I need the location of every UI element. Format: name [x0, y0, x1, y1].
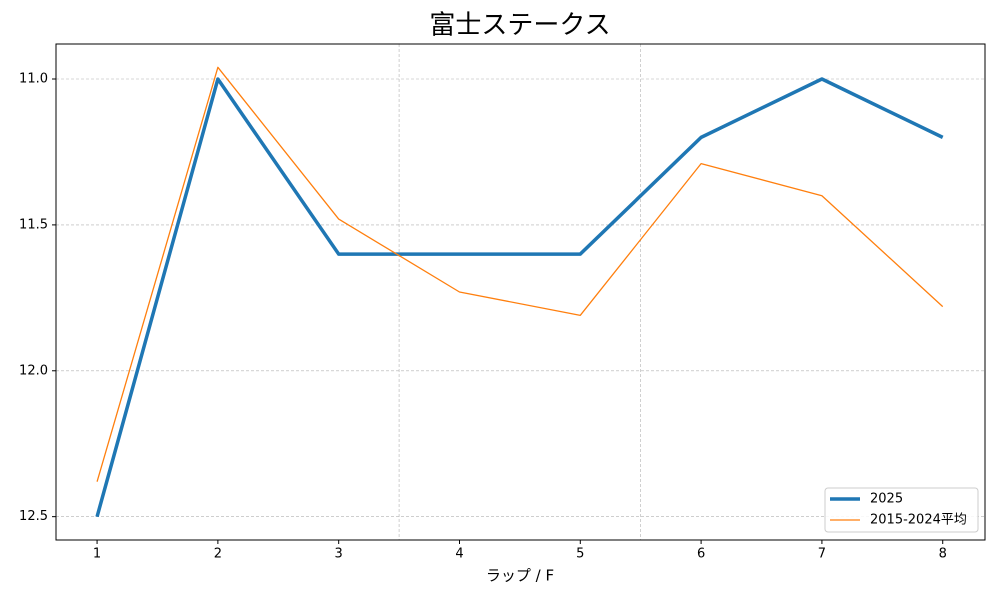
plot-frame: [55, 43, 986, 541]
line-series: [95, 77, 944, 518]
x-tick-label: 5: [576, 547, 584, 562]
x-tick-label: 8: [939, 547, 947, 562]
x-tick-label: 3: [335, 547, 343, 562]
y-tick-label: 11.0: [19, 72, 48, 87]
y-tick-label: 12.0: [19, 363, 48, 378]
x-axis-label: ラップ / F: [486, 567, 554, 585]
legend: 2025 2015-2024平均: [824, 487, 979, 533]
legend-label: 2015-2024平均: [870, 513, 967, 528]
line-series: [96, 66, 944, 482]
x-tick-label: 4: [455, 547, 463, 562]
y-tick-label: 11.5: [19, 217, 48, 232]
chart-title: 富士ステークス: [429, 11, 610, 41]
legend-label: 2025: [870, 492, 903, 507]
y-tick-label: 12.5: [19, 509, 48, 524]
legend-box: [824, 487, 979, 533]
x-tick-label: 7: [818, 547, 826, 562]
x-tick-label: 6: [697, 547, 705, 562]
x-tick-label: 2: [214, 547, 222, 562]
x-tick-label: 1: [93, 547, 101, 562]
